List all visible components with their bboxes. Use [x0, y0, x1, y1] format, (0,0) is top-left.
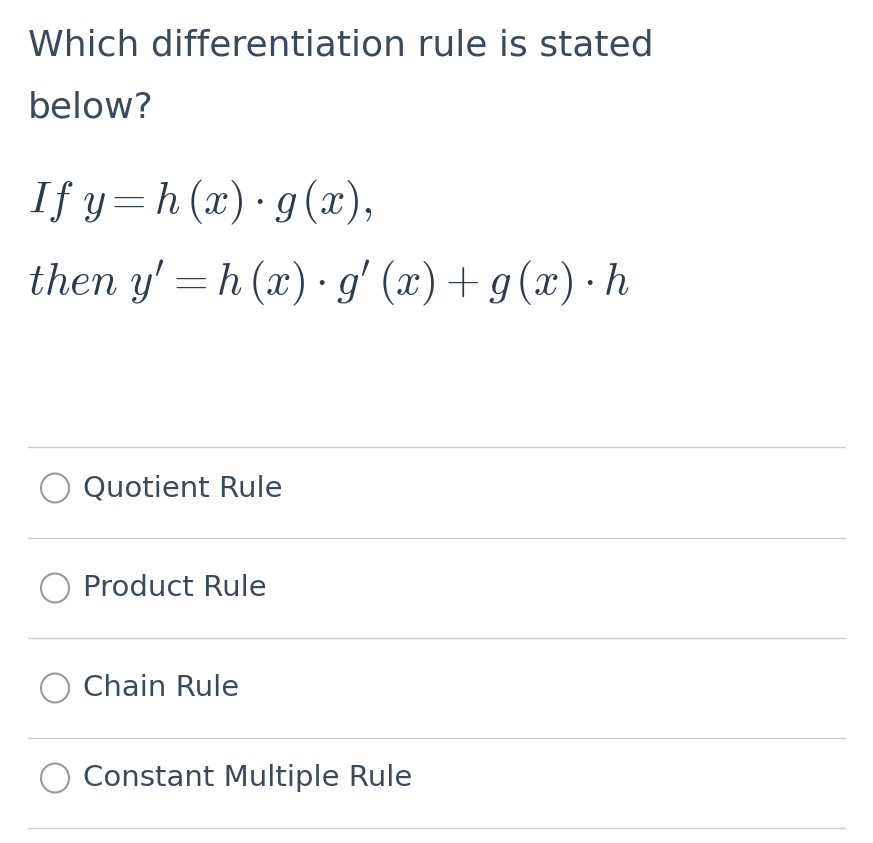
Text: $\mathit{If}\ \mathit{y} = \mathit{h}\,(\mathit{x})\cdot \mathit{g}\,(\mathit{x}: $\mathit{If}\ \mathit{y} = \mathit{h}\,(… [28, 178, 373, 228]
Text: below?: below? [28, 90, 154, 124]
Text: Which differentiation rule is stated: Which differentiation rule is stated [28, 28, 654, 62]
Text: $\mathit{then}\ \mathit{y}^{\prime} = \mathit{h}\,(\mathit{x})\cdot \mathit{g}^{: $\mathit{then}\ \mathit{y}^{\prime} = \m… [28, 258, 630, 308]
Text: Product Rule: Product Rule [83, 574, 266, 602]
Text: Chain Rule: Chain Rule [83, 674, 239, 702]
Text: Constant Multiple Rule: Constant Multiple Rule [83, 764, 412, 792]
Text: Quotient Rule: Quotient Rule [83, 474, 283, 502]
